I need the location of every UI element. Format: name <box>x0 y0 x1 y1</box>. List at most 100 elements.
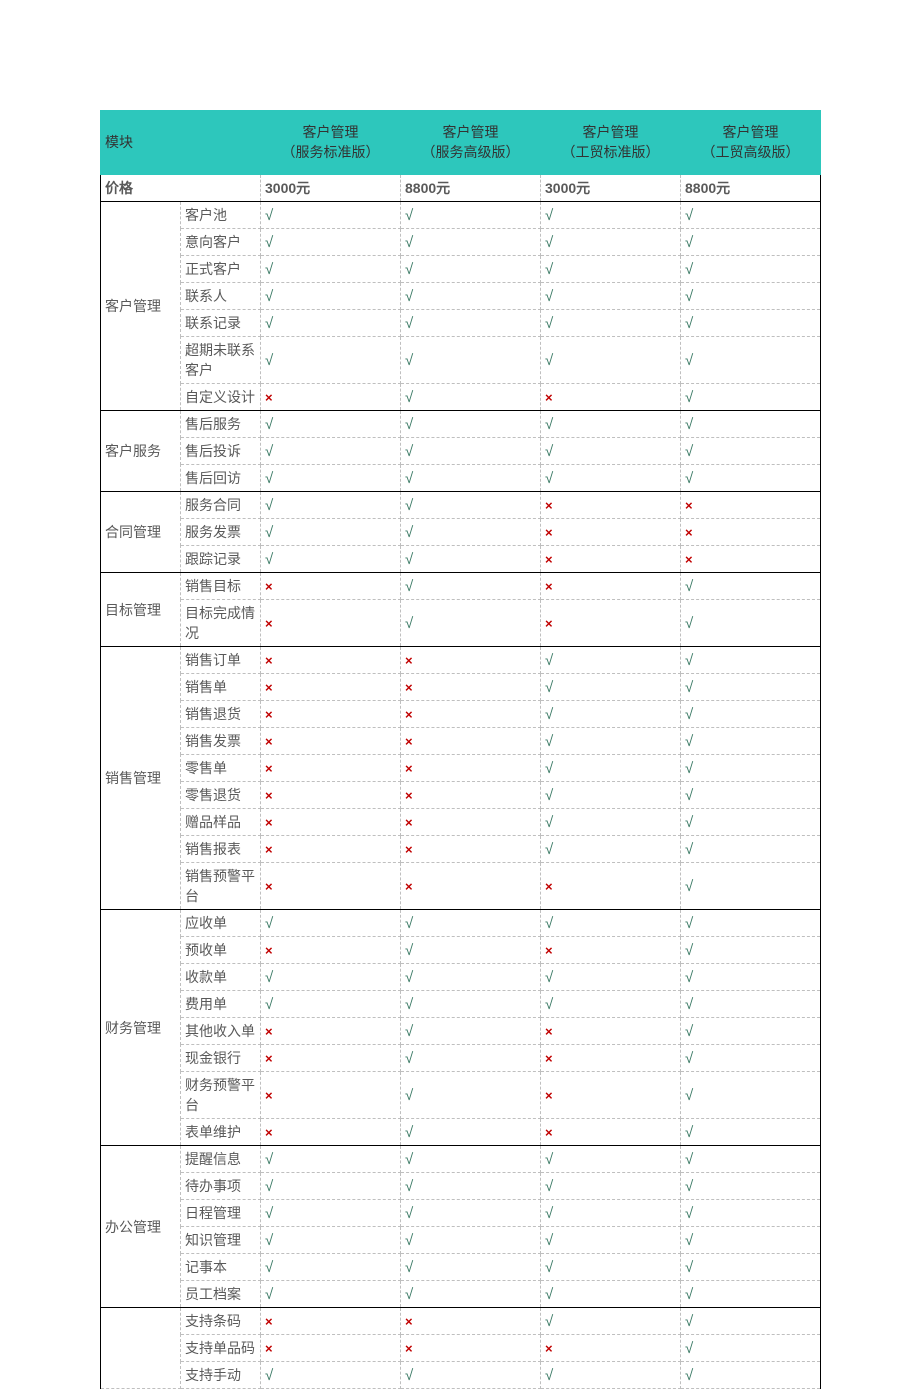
feature-value-cell: √ <box>401 1173 541 1200</box>
feature-name-cell: 销售退货 <box>181 701 261 728</box>
header-edition-2: 客户管理 （工贸标准版） <box>541 110 681 175</box>
feature-value-cell: √ <box>401 910 541 937</box>
feature-value-cell: √ <box>541 755 681 782</box>
edition-3-line1: 客户管理 <box>723 124 779 140</box>
feature-name-cell: 预收单 <box>181 937 261 964</box>
cross-icon: × <box>265 1314 273 1329</box>
check-icon: √ <box>405 1205 413 1222</box>
feature-value-cell: √ <box>541 310 681 337</box>
header-edition-3: 客户管理 （工贸高级版） <box>681 110 821 175</box>
feature-value-cell: √ <box>401 310 541 337</box>
table-row: 售后回访√√√√ <box>101 465 821 492</box>
table-row: 超期未联系客户√√√√ <box>101 337 821 384</box>
check-icon: √ <box>685 315 693 332</box>
check-icon: √ <box>685 915 693 932</box>
feature-name-cell: 其他收入单 <box>181 1018 261 1045</box>
feature-value-cell: √ <box>401 1119 541 1146</box>
feature-value-cell: √ <box>681 964 821 991</box>
feature-value-cell: √ <box>261 1362 401 1389</box>
feature-value-cell: √ <box>401 465 541 492</box>
feature-value-cell: √ <box>541 1281 681 1308</box>
check-icon: √ <box>685 615 693 632</box>
edition-1-line1: 客户管理 <box>443 124 499 140</box>
feature-value-cell: √ <box>681 1146 821 1173</box>
feature-value-cell: √ <box>681 1045 821 1072</box>
check-icon: √ <box>685 706 693 723</box>
feature-value-cell: √ <box>261 202 401 229</box>
check-icon: √ <box>405 578 413 595</box>
cross-icon: × <box>265 1125 273 1140</box>
feature-value-cell: × <box>261 755 401 782</box>
cross-icon: × <box>545 525 553 540</box>
cross-icon: × <box>545 498 553 513</box>
feature-value-cell: √ <box>401 1227 541 1254</box>
feature-value-cell: √ <box>541 1146 681 1173</box>
table-row: 支持手动√√√√ <box>101 1362 821 1389</box>
feature-value-cell: × <box>401 836 541 863</box>
check-icon: √ <box>685 1151 693 1168</box>
check-icon: √ <box>685 969 693 986</box>
check-icon: √ <box>545 760 553 777</box>
table-container: 模块 客户管理 （服务标准版） 客户管理 （服务高级版） 客户管理 （工贸标准版… <box>100 110 820 1389</box>
check-icon: √ <box>405 1050 413 1067</box>
feature-value-cell: √ <box>261 438 401 465</box>
check-icon: √ <box>685 1205 693 1222</box>
check-icon: √ <box>265 207 273 224</box>
feature-value-cell: √ <box>401 1362 541 1389</box>
feature-name-cell: 表单维护 <box>181 1119 261 1146</box>
check-icon: √ <box>405 288 413 305</box>
table-row: 销售报表××√√ <box>101 836 821 863</box>
cross-icon: × <box>405 1314 413 1329</box>
feature-value-cell: √ <box>541 1227 681 1254</box>
feature-value-cell: √ <box>401 411 541 438</box>
check-icon: √ <box>685 1259 693 1276</box>
feature-value-cell: √ <box>541 1173 681 1200</box>
feature-value-cell: × <box>541 384 681 411</box>
feature-value-cell: √ <box>261 910 401 937</box>
edition-0-line1: 客户管理 <box>303 124 359 140</box>
cross-icon: × <box>545 1051 553 1066</box>
check-icon: √ <box>265 969 273 986</box>
cross-icon: × <box>545 1125 553 1140</box>
check-icon: √ <box>265 470 273 487</box>
feature-name-cell: 支持条码 <box>181 1308 261 1335</box>
check-icon: √ <box>685 288 693 305</box>
table-row: 目标管理销售目标×√×√ <box>101 573 821 600</box>
feature-value-cell: × <box>401 755 541 782</box>
feature-name-cell: 售后投诉 <box>181 438 261 465</box>
feature-value-cell: × <box>261 863 401 910</box>
header-module: 模块 <box>101 110 261 175</box>
check-icon: √ <box>685 760 693 777</box>
table-row: 赠品样品××√√ <box>101 809 821 836</box>
feature-value-cell: √ <box>681 674 821 701</box>
cross-icon: × <box>265 653 273 668</box>
feature-value-cell: √ <box>541 283 681 310</box>
feature-value-cell: √ <box>401 283 541 310</box>
check-icon: √ <box>405 315 413 332</box>
table-row: 费用单√√√√ <box>101 991 821 1018</box>
table-row: 零售退货××√√ <box>101 782 821 809</box>
check-icon: √ <box>685 352 693 369</box>
check-icon: √ <box>405 1087 413 1104</box>
feature-value-cell: √ <box>541 991 681 1018</box>
feature-name-cell: 零售退货 <box>181 782 261 809</box>
check-icon: √ <box>405 234 413 251</box>
feature-name-cell: 服务合同 <box>181 492 261 519</box>
table-row: 知识管理√√√√ <box>101 1227 821 1254</box>
table-row: 财务管理应收单√√√√ <box>101 910 821 937</box>
table-header: 模块 客户管理 （服务标准版） 客户管理 （服务高级版） 客户管理 （工贸标准版… <box>101 110 821 175</box>
feature-value-cell: √ <box>681 1200 821 1227</box>
feature-value-cell: √ <box>261 991 401 1018</box>
check-icon: √ <box>685 470 693 487</box>
feature-name-cell: 销售目标 <box>181 573 261 600</box>
feature-value-cell: √ <box>401 1254 541 1281</box>
feature-value-cell: × <box>261 701 401 728</box>
feature-value-cell: √ <box>401 1281 541 1308</box>
cross-icon: × <box>265 390 273 405</box>
feature-value-cell: √ <box>401 202 541 229</box>
feature-value-cell: √ <box>261 1173 401 1200</box>
check-icon: √ <box>545 1205 553 1222</box>
feature-value-cell: √ <box>261 519 401 546</box>
feature-value-cell: √ <box>261 337 401 384</box>
table-row: 服务发票√√×× <box>101 519 821 546</box>
